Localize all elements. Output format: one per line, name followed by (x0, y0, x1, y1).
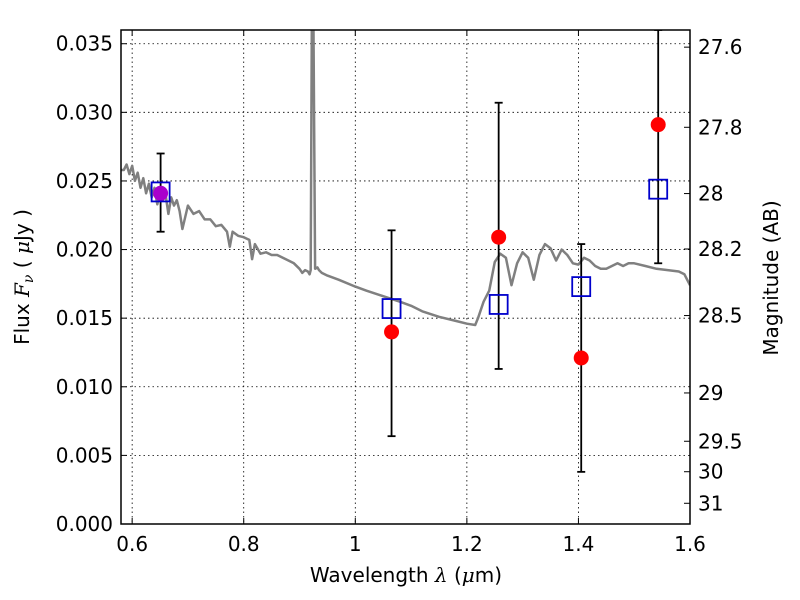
y2-tick-label: 29.5 (698, 429, 743, 453)
y-tick-label: 0.000 (56, 512, 113, 536)
y2-tick-labels: 27.6 27.8 28 28.2 28.5 29 29.5 30 31 (698, 35, 743, 515)
y-tick-label: 0.010 (56, 375, 113, 399)
axis-ticks (121, 30, 691, 525)
y-axis-title: Flux Fν ( μJy ) (10, 209, 37, 345)
y2-tick-label: 28.2 (698, 237, 743, 261)
plot-content (121, 30, 690, 473)
y-tick-label: 0.020 (56, 238, 113, 262)
model-band-square (571, 276, 592, 298)
x-tick-labels: 0.6 0.8 1 1.2 1.4 1.6 (116, 532, 706, 556)
observed-flux-point (153, 185, 169, 201)
x-tick-label: 0.6 (116, 532, 148, 556)
x-tick-label: 1.4 (563, 532, 595, 556)
observed-flux-point (384, 324, 400, 340)
y2-tick-label: 27.6 (698, 35, 743, 59)
model-band-square (488, 294, 509, 315)
y2-tick-label: 28.5 (698, 304, 743, 328)
x-tick-label: 1.6 (674, 532, 706, 556)
y2-tick-label: 28 (698, 182, 723, 206)
y-tick-label: 0.035 (56, 32, 113, 56)
observed-flux-point (650, 117, 666, 133)
x-tick-label: 1 (349, 532, 362, 556)
y-tick-labels: 0.000 0.005 0.010 0.015 0.020 0.025 0.030 0.035 (56, 32, 113, 536)
x-tick-label: 1.2 (451, 532, 483, 556)
model-band-square (381, 298, 402, 319)
y-tick-label: 0.015 (56, 306, 113, 330)
model-band-square (150, 181, 171, 203)
y2-tick-label: 31 (698, 491, 723, 515)
y2-tick-label: 27.8 (698, 115, 743, 139)
plot-frame (120, 29, 691, 525)
y2-tick-label: 29 (698, 381, 723, 405)
model-band-square (648, 178, 669, 200)
x-axis-title: Wavelength λ (μm) (310, 563, 502, 587)
y2-axis-title: Magnitude (AB) (759, 200, 783, 355)
y2-tick-label: 30 (698, 460, 723, 484)
x-tick-label: 0.8 (228, 532, 260, 556)
y-tick-label: 0.025 (56, 169, 113, 193)
y-tick-label: 0.005 (56, 443, 113, 467)
y-tick-label: 0.030 (56, 100, 113, 124)
observed-flux-point (573, 350, 589, 366)
observed-flux-point (491, 229, 507, 245)
model-spectrum-line (121, 30, 690, 327)
